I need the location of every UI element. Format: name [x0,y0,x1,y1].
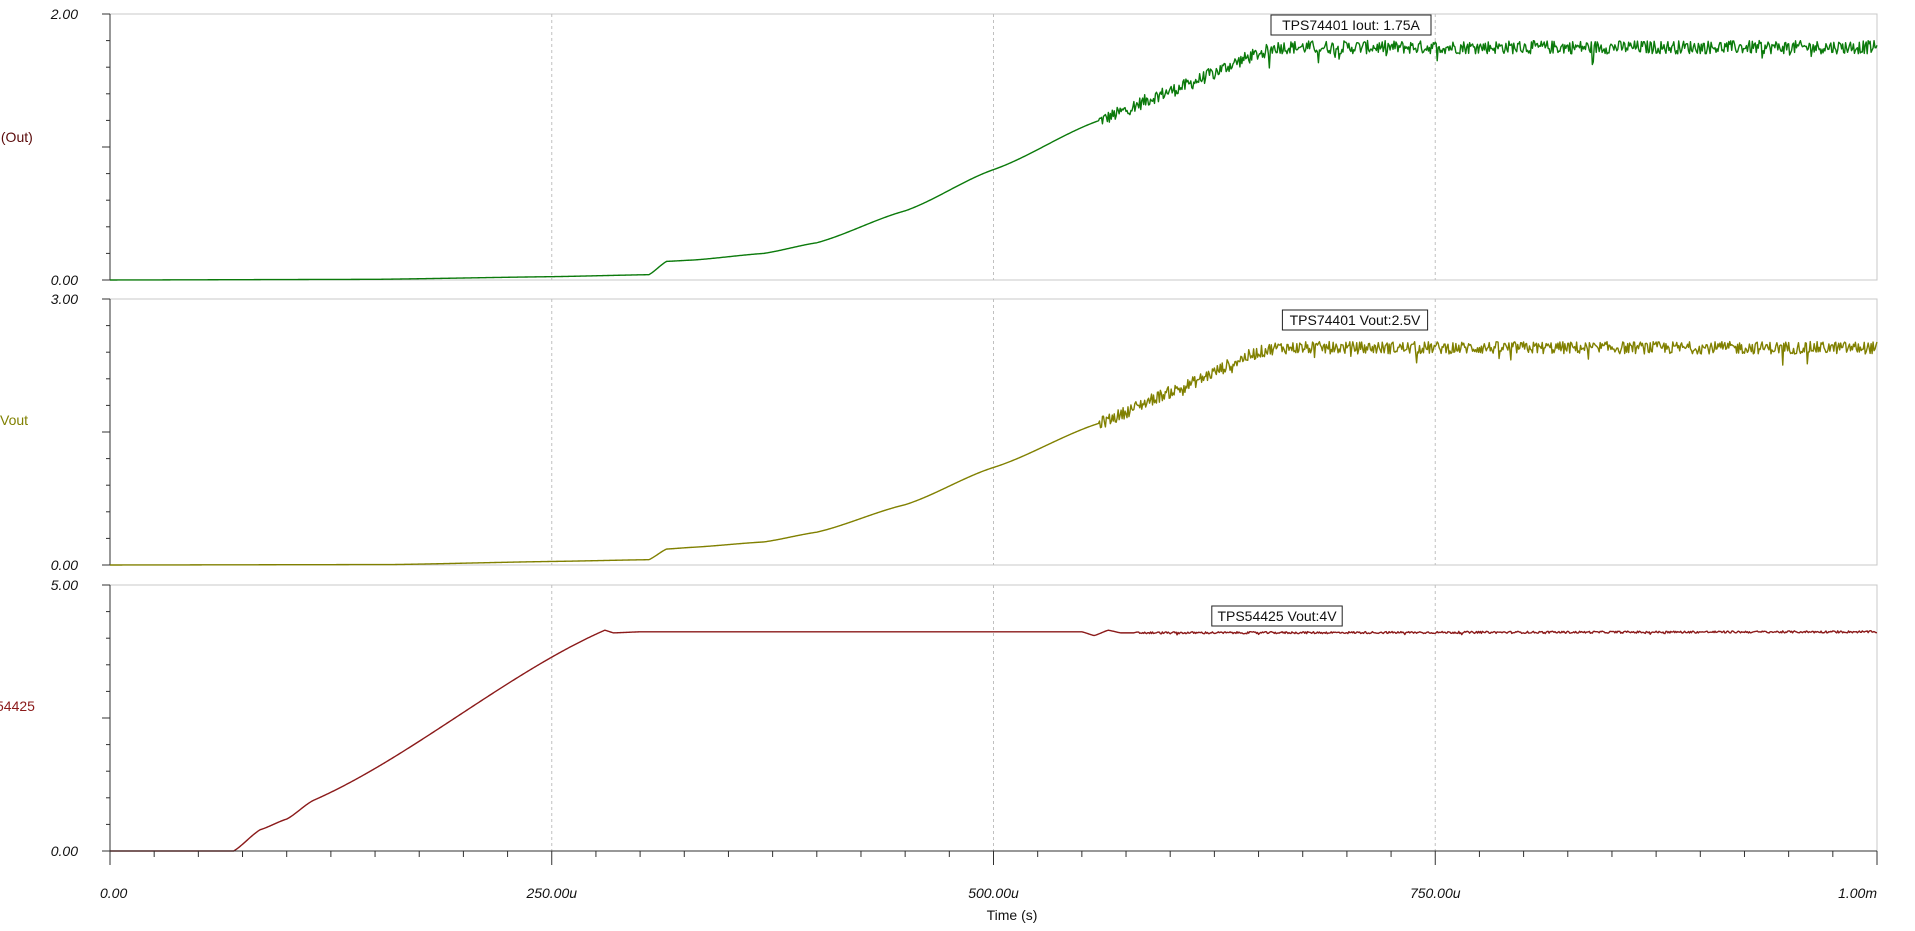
series-line-i-out- [110,39,1878,281]
x-axis: 0.00 250.00u 500.00u 750.00u 1.00m Time (s) [100,850,1878,923]
y-tick-label-min: 0.00 [51,557,78,573]
y-tick-label-max: 2.00 [50,6,78,22]
annotation-box [1281,309,1429,331]
plot-panel-54425: 5.00 0.00 54425 TPS54425 Vout:4V [0,577,1878,859]
y-axis-label: I(Out) [0,129,33,145]
y-tick-label-max: 5.00 [51,577,78,593]
annotation-label: TPS54425 Vout:4V [1217,608,1337,624]
y-axis-label: Vout [0,412,28,428]
annotation-box [1270,14,1432,36]
annotation-label: TPS74401 Iout: 1.75A [1282,17,1420,33]
x-tick-label: 750.00u [1410,885,1461,901]
y-tick-label-min: 0.00 [51,843,78,859]
x-tick-label: 0.00 [100,885,127,901]
x-tick-label: 500.00u [968,885,1019,901]
x-tick-label: 1.00m [1838,885,1877,901]
annotation-box [1211,605,1343,627]
series-line-vout [110,340,1878,566]
x-tick-label: 250.00u [525,885,577,901]
y-axis-label: 54425 [0,698,35,714]
plot-panel-i-out-: 2.00 0.00 I(Out) TPS74401 Iout: 1.75A [0,6,1878,288]
y-tick-label-max: 3.00 [51,291,78,307]
series-line-54425 [110,629,1878,852]
annotation-label: TPS74401 Vout:2.5V [1290,312,1421,328]
y-tick-label-min: 0.00 [51,272,78,288]
plot-panel-vout: 3.00 0.00 Vout TPS74401 Vout:2.5V [0,291,1878,573]
x-axis-label: Time (s) [987,907,1038,923]
